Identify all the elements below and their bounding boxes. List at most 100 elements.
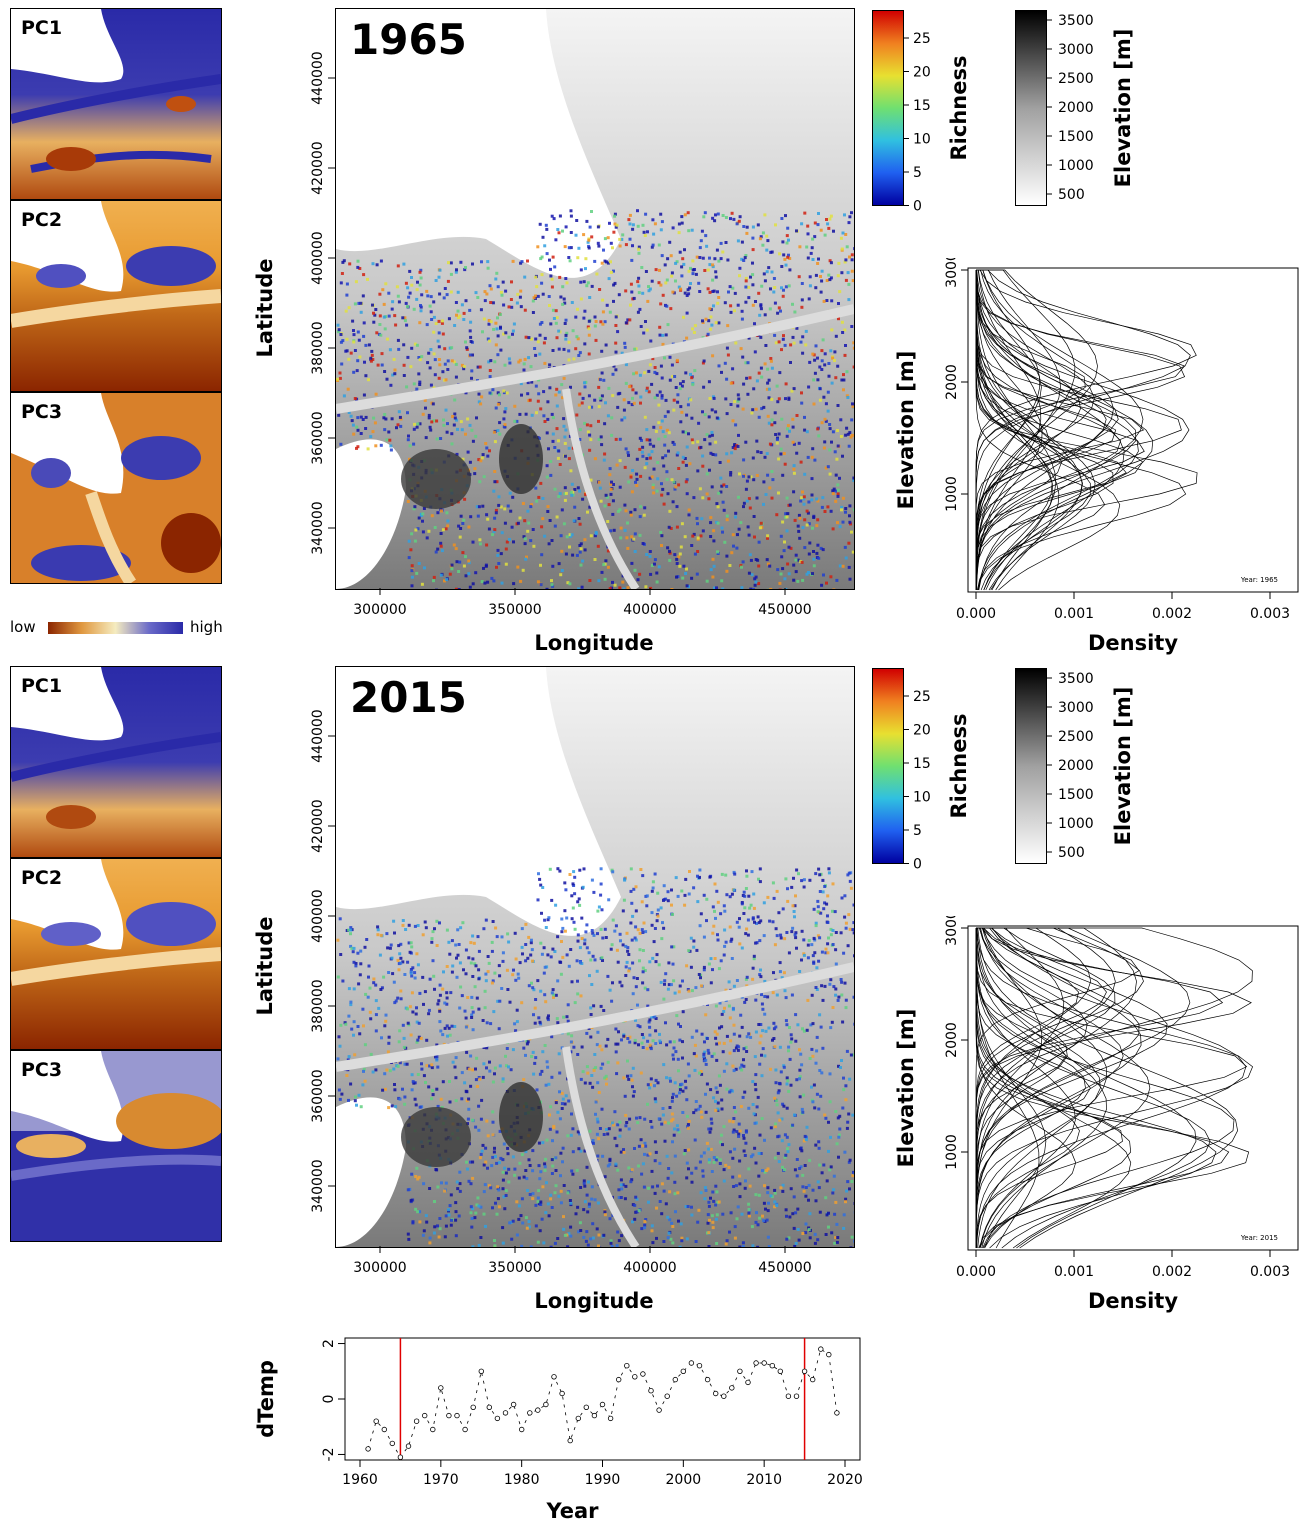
colorbar-axes: 25 20 15 10 5 0 Richness 3500 3000 2500 2000 1500 10… xyxy=(903,671,1135,873)
dtemp-point xyxy=(389,1440,395,1447)
density-y-tick: 2000 xyxy=(944,364,960,400)
dtemp-point xyxy=(607,1415,614,1422)
richness-tick: 15 xyxy=(913,756,931,772)
dtemp-point xyxy=(810,1376,816,1383)
dtemp-point xyxy=(818,1346,824,1352)
dtemp-point xyxy=(494,1415,501,1422)
dtemp-point xyxy=(826,1351,832,1358)
map-y-tick: 420000 xyxy=(310,799,326,852)
dtemp-point xyxy=(559,1390,565,1397)
dtemp-x-tick: 2000 xyxy=(666,1472,702,1488)
dtemp-point xyxy=(486,1404,492,1410)
dtemp-point xyxy=(373,1418,379,1424)
dtemp-point xyxy=(761,1360,767,1366)
elevation-tick: 500 xyxy=(1058,187,1085,203)
dtemp-point xyxy=(454,1412,460,1419)
elevation-tick: 2000 xyxy=(1058,758,1094,774)
dtemp-x-title: Year xyxy=(545,1499,599,1520)
map-x-tick: 450000 xyxy=(758,1260,811,1276)
elevation-tick: 3500 xyxy=(1058,671,1094,687)
density-x-tick: 0.001 xyxy=(1054,1264,1094,1280)
map-y-tick: 400000 xyxy=(310,231,326,284)
pc-legend: low high xyxy=(10,616,223,638)
density-curves xyxy=(975,269,1198,591)
dtemp-point xyxy=(664,1393,670,1399)
richness-tick: 25 xyxy=(913,689,931,705)
map-y-tick: 380000 xyxy=(310,979,326,1032)
elevation-tick: 1500 xyxy=(1058,129,1094,145)
dtemp-point xyxy=(672,1376,678,1383)
map-x-tick: 300000 xyxy=(353,1260,406,1276)
density-x-tick: 0.000 xyxy=(956,606,996,622)
pc3-map-1965: PC3 xyxy=(10,392,222,584)
map-y-title: Latitude xyxy=(253,916,277,1015)
dtemp-x-tick: 1960 xyxy=(342,1472,378,1488)
density-note: Year: 2015 xyxy=(1240,1234,1278,1242)
density-x-tick: 0.000 xyxy=(956,1264,996,1280)
dtemp-point xyxy=(721,1393,727,1399)
dtemp-point xyxy=(413,1418,420,1424)
richness-tick: 0 xyxy=(913,857,922,873)
dtemp-x-tick: 1990 xyxy=(585,1472,621,1488)
density-plot: 0.000 0.001 0.002 0.003 3000 2000 1000 Density E… xyxy=(894,916,1299,1313)
dtemp-point xyxy=(737,1368,743,1374)
pc1-map-2015: PC1 xyxy=(10,666,222,858)
density-x-tick: 0.002 xyxy=(1152,1264,1192,1280)
dtemp-point xyxy=(365,1446,371,1452)
elevation-tick: 2500 xyxy=(1058,729,1094,745)
map-x-tick: 350000 xyxy=(488,602,541,618)
dtemp-point xyxy=(470,1404,476,1410)
density-y-tick: 3000 xyxy=(944,258,960,288)
dtemp-point xyxy=(769,1363,775,1369)
pc1-map-1965: PC1 xyxy=(10,8,222,200)
density-curves xyxy=(975,927,1254,1249)
richness-tick: 0 xyxy=(913,199,922,215)
dtemp-frame xyxy=(344,1337,861,1461)
dtemp-point xyxy=(421,1412,428,1419)
dtemp-point xyxy=(680,1368,686,1374)
dtemp-point xyxy=(648,1388,654,1394)
elevation-tick: 2000 xyxy=(1058,100,1094,116)
dtemp-point xyxy=(704,1376,711,1383)
richness-map-2015: 2015 xyxy=(335,666,855,1248)
density-x-title: Density xyxy=(1088,631,1178,655)
pc2-label-1965: PC2 xyxy=(21,209,63,231)
pc2-map-2015: PC2 xyxy=(10,858,222,1050)
dtemp-point xyxy=(405,1443,412,1449)
pc2-raster-1965 xyxy=(11,201,221,391)
richness-colorbar xyxy=(872,668,904,864)
dtemp-point xyxy=(656,1407,662,1413)
dtemp-x-tick: 1980 xyxy=(504,1472,540,1488)
map-raster xyxy=(336,667,854,1247)
map-axes: 300000 350000 400000 450000 340000 360000 3800… xyxy=(253,51,812,655)
elevation-tick: 1000 xyxy=(1058,158,1094,174)
density-y-tick: 1000 xyxy=(944,1134,960,1170)
dtemp-point xyxy=(438,1385,444,1391)
elevation-tick: 3500 xyxy=(1058,13,1094,29)
map-x-tick: 300000 xyxy=(353,602,406,618)
colorbar-axes: 25 20 15 10 5 0 Richness 3500 3000 2500 2000 1500 10… xyxy=(903,13,1135,215)
richness-title: Richness xyxy=(947,714,971,819)
dtemp-point xyxy=(527,1410,533,1416)
map-year-label: 2015 xyxy=(350,673,467,722)
dtemp-point xyxy=(713,1390,719,1397)
dtemp-y-tick: 2 xyxy=(321,1339,337,1348)
dtemp-point xyxy=(397,1454,404,1460)
pc-legend-bar xyxy=(48,622,183,634)
map-y-tick: 340000 xyxy=(310,1159,326,1212)
density-y-tick: 3000 xyxy=(944,916,960,946)
elevation-tick: 500 xyxy=(1058,845,1085,861)
richness-tick: 10 xyxy=(913,132,931,148)
dtemp-y-tick: 0 xyxy=(321,1395,337,1404)
elevation-tick: 3000 xyxy=(1058,700,1094,716)
dtemp-y-tick: -2 xyxy=(321,1447,337,1461)
pc-legend-high: high xyxy=(190,618,223,636)
density-plot: 0.000 0.001 0.002 0.003 3000 2000 1000 Density E… xyxy=(894,258,1299,655)
dtemp-point xyxy=(430,1426,436,1433)
dtemp-point xyxy=(510,1401,517,1408)
pc3-raster-1965 xyxy=(11,393,221,583)
map-y-tick: 440000 xyxy=(310,709,326,762)
map-y-tick: 400000 xyxy=(310,889,326,942)
map-y-tick: 420000 xyxy=(310,141,326,194)
density-y-title: Elevation [m] xyxy=(894,351,918,510)
